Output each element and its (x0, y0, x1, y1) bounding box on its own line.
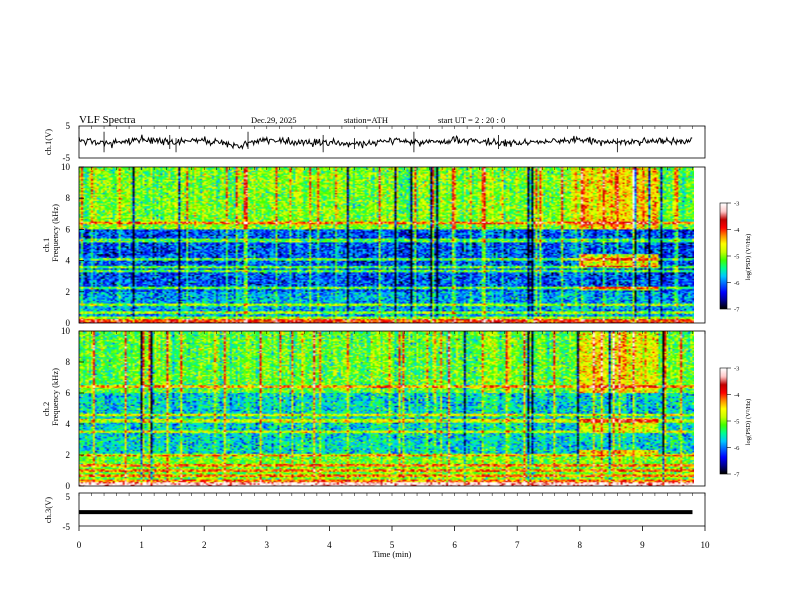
ch2-spectrogram-image (79, 331, 694, 486)
ch2-spec-ytick-label: 0 (66, 481, 71, 491)
time-axis-tick-label: 6 (452, 540, 457, 550)
ch1-colorbar (720, 203, 727, 309)
ch3-waveform-frame (78, 492, 706, 527)
ch3-wave-ylabel: ch.3(V) (43, 497, 53, 523)
header-date: Dec.29, 2025 (251, 115, 297, 125)
ch2-colorbar-tick-label: -7 (734, 472, 740, 479)
ch1-spectrogram-yticks: 0 2 4 6 8 10 (61, 162, 84, 328)
ch1-spec-ytick-label: 8 (66, 193, 71, 203)
ch1-waveform-trace (78, 134, 693, 150)
ch1-colorbar-tick-label: -7 (734, 307, 740, 314)
ch3-wave-ytick-bottom: -5 (63, 522, 71, 532)
ch2-colorbar-label: log(PSD) (V²/Hz) (745, 399, 752, 446)
ch2-colorbar-tick-label: -6 (734, 445, 740, 452)
ch1-colorbar-label: log(PSD) (V²/Hz) (745, 234, 752, 281)
ch2-colorbar-tick-label: -5 (734, 419, 739, 426)
ch2-colorbar-tick-label: -4 (734, 392, 740, 399)
ch2-spec-ytick-label: 2 (66, 450, 71, 460)
ch1-colorbar-tick-label: -4 (734, 227, 740, 234)
time-axis-tick-label: 2 (202, 540, 207, 550)
ch1-spec-ylabel: Frequency (kHz) (50, 204, 60, 262)
ch1-spec-ytick-label: 10 (61, 162, 71, 172)
ch1-wave-ylabel: ch.1(V) (43, 129, 53, 155)
ch3-waveform-panel: 5 -5 ch.3(V) (43, 492, 706, 532)
ch1-spec-ytick-label: 6 (66, 224, 71, 234)
ch1-colorbar-tick-label: -5 (734, 254, 739, 261)
time-axis-tick-label: 5 (390, 540, 395, 550)
time-axis-tick-label: 3 (265, 540, 270, 550)
ch1-spec-ytick-label: 4 (66, 256, 71, 266)
ch1-colorbar-ticks: -3 -4 -5 -6 -7 (727, 201, 740, 314)
header-station: station=ATH (344, 115, 388, 125)
ch1-spec-ylabel-channel: ch.1 (41, 238, 51, 252)
ch2-colorbar (720, 368, 727, 474)
ch1-spikes (103, 131, 618, 153)
ch1-colorbar-tick-label: -3 (734, 201, 739, 208)
time-axis-tick-label: 9 (640, 540, 645, 550)
ch2-spec-ylabel: Frequency (kHz) (50, 368, 60, 426)
ch1-colorbar-tick-label: -6 (734, 280, 740, 287)
time-axis-tick-label: 10 (701, 540, 711, 550)
ch2-spec-ytick-label: 8 (66, 357, 71, 367)
header-start-time: start UT = 2 : 20 : 0 (438, 115, 505, 125)
ch1-waveform-panel: 5 -5 ch.1(V) (43, 121, 706, 163)
figure-title: VLF Spectra (79, 114, 136, 126)
ch2-spec-ytick-label: 4 (66, 419, 71, 429)
time-axis-tick-label: 8 (578, 540, 583, 550)
ch2-spec-ytick-label: 10 (61, 326, 71, 336)
ch2-colorbar-tick-label: -3 (734, 366, 739, 373)
ch1-spec-ytick-label: 0 (66, 318, 71, 328)
time-axis-tick-label: 0 (77, 540, 82, 550)
time-axis-tick-label: 1 (139, 540, 144, 550)
ch2-spec-ytick-label: 6 (66, 388, 71, 398)
ch1-spec-ytick-label: 2 (66, 287, 71, 297)
time-axis-label: Time (min) (373, 549, 412, 559)
ch1-wave-ytick-top: 5 (66, 121, 71, 131)
ch1-spectrogram-image (79, 167, 694, 323)
ch2-spec-ylabel-channel: ch.2 (41, 402, 51, 416)
time-axis-ticks: 0 1 2 3 4 5 6 7 8 9 10 (77, 126, 710, 550)
ch1-wave-ytick-bottom: -5 (63, 153, 71, 163)
ch3-wave-ytick-top: 5 (66, 492, 71, 502)
ch2-spectrogram-yticks: 0 2 4 6 8 10 (61, 326, 84, 491)
ch2-colorbar-ticks: -3 -4 -5 -6 -7 (727, 366, 740, 479)
time-axis-tick-label: 4 (327, 540, 332, 550)
time-axis-tick-label: 7 (515, 540, 520, 550)
